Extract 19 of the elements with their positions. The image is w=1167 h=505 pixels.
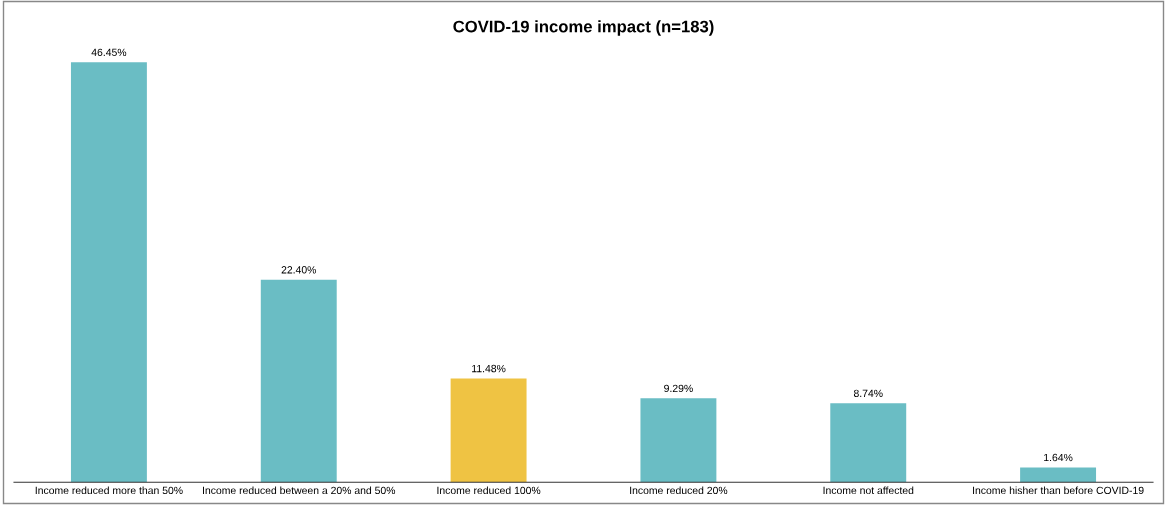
x-tick-label: Income reduced between a 20% and 50%	[203, 486, 396, 495]
data-label: 8.74%	[853, 389, 883, 398]
bar	[260, 279, 337, 483]
chart-title: COVID-19 income impact (n=183)	[453, 20, 714, 36]
bar	[830, 403, 907, 483]
x-tick-label: Income reduced more than 50%	[35, 486, 183, 495]
x-tick-label: Income not affected	[823, 486, 914, 495]
data-label: 9.29%	[664, 384, 693, 393]
x-tick-label: Income reduced 100%	[437, 486, 541, 495]
data-label: 11.48%	[472, 364, 506, 373]
bar	[70, 62, 147, 483]
x-tick-label: Income hisher than before COVID-19	[973, 486, 1144, 495]
data-label: 46.45%	[91, 48, 127, 57]
bar	[640, 398, 717, 483]
data-label: 22.40%	[281, 266, 317, 274]
x-tick-label: Income reduced 20%	[630, 486, 728, 495]
bar	[1020, 467, 1097, 483]
bar	[450, 378, 527, 483]
data-label: 1.64%	[1044, 453, 1073, 462]
